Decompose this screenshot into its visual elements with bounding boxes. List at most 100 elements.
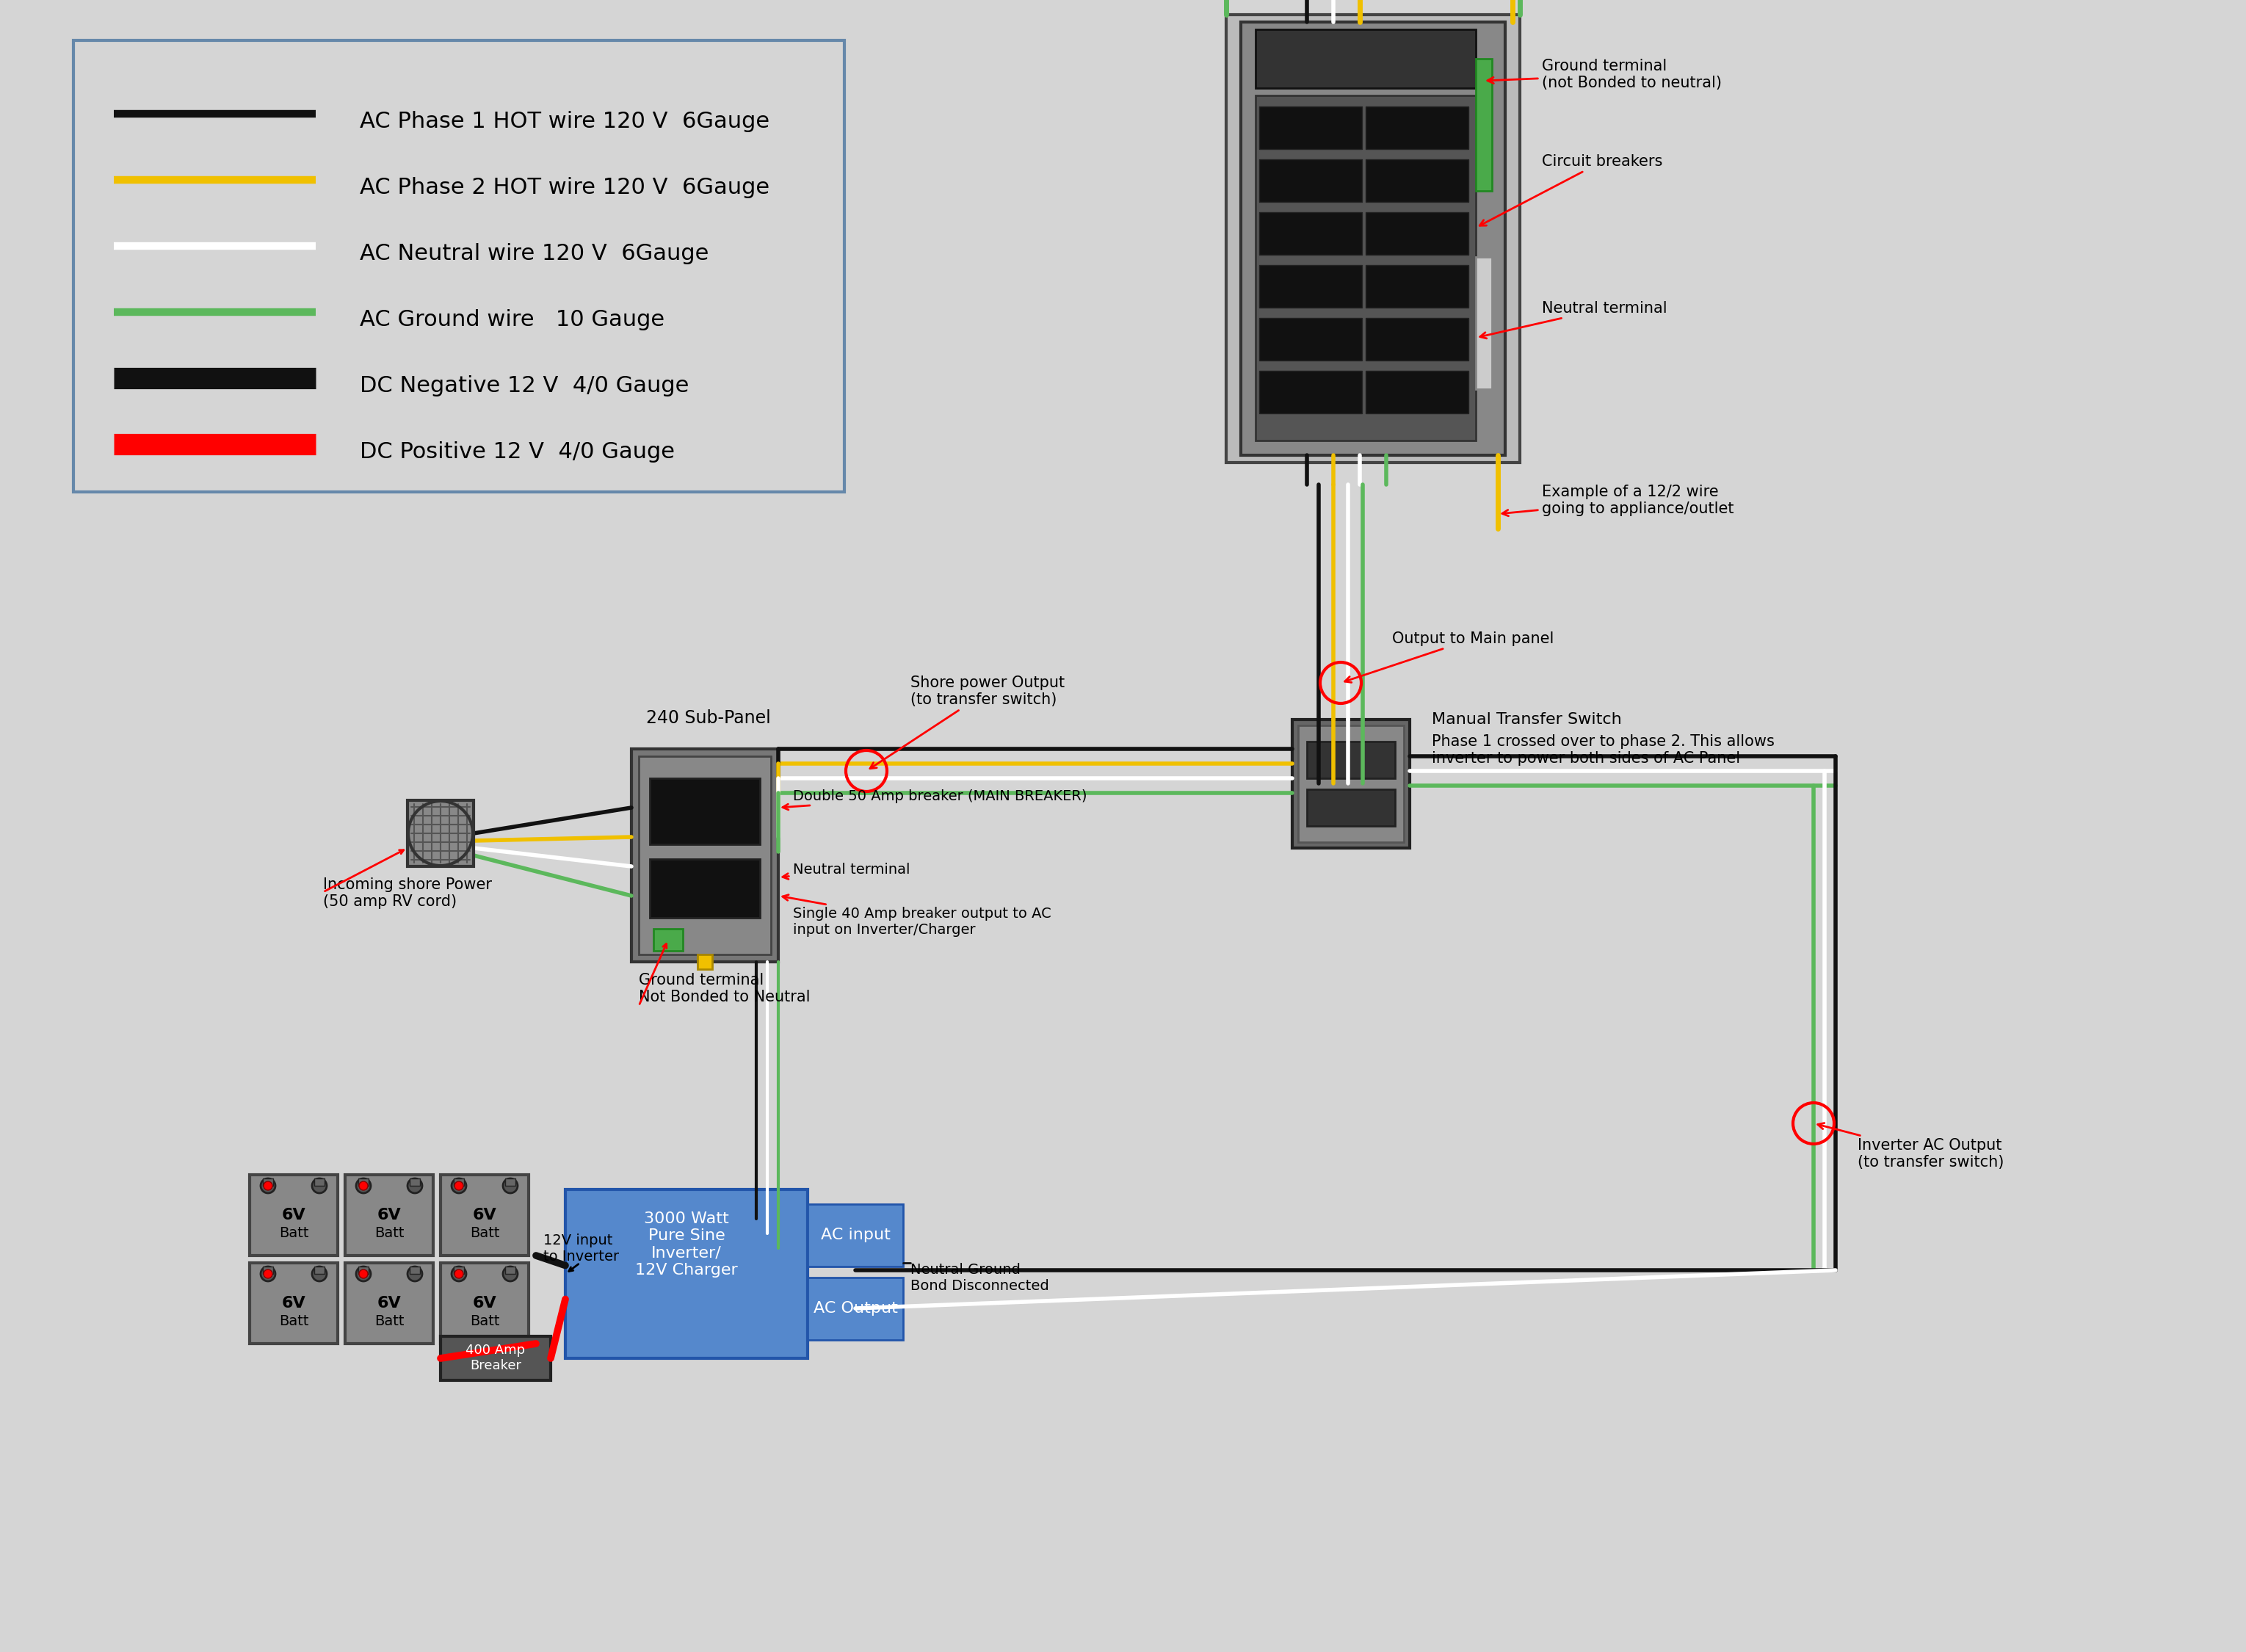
Circle shape [261,1267,276,1282]
Text: Inverter AC Output
(to transfer switch): Inverter AC Output (to transfer switch) [1817,1123,2003,1170]
Bar [1260,159,1361,202]
Bar [809,1204,903,1267]
Text: 6V: 6V [472,1208,496,1222]
Circle shape [503,1178,517,1193]
Bar [440,1336,550,1381]
Bar [649,859,759,919]
Bar [566,1189,809,1358]
Text: Phase 1 crossed over to phase 2. This allows
inverter to power both sides of AC : Phase 1 crossed over to phase 2. This al… [1431,733,1774,767]
Bar [74,40,844,492]
Bar [407,800,474,866]
Bar [454,1178,465,1186]
Bar [1366,211,1469,254]
Bar [1366,159,1469,202]
Text: DC Positive 12 V  4/0 Gauge: DC Positive 12 V 4/0 Gauge [359,441,674,463]
Bar [440,1175,528,1256]
Bar [1291,720,1410,847]
Text: AC Neutral wire 120 V  6Gauge: AC Neutral wire 120 V 6Gauge [359,243,710,264]
Text: AC Phase 1 HOT wire 120 V  6Gauge: AC Phase 1 HOT wire 120 V 6Gauge [359,111,770,132]
Circle shape [451,1267,467,1282]
Bar [249,1175,337,1256]
Bar [631,748,779,961]
Text: AC Ground wire   10 Gauge: AC Ground wire 10 Gauge [359,309,665,330]
Text: Batt: Batt [375,1226,404,1241]
Text: Neutral Ground
Bond Disconnected: Neutral Ground Bond Disconnected [910,1262,1049,1294]
Circle shape [261,1178,276,1193]
Text: Output to Main panel: Output to Main panel [1345,631,1554,682]
Text: AC Output: AC Output [813,1302,898,1315]
Circle shape [312,1178,326,1193]
Bar [1240,21,1505,456]
Text: DC Negative 12 V  4/0 Gauge: DC Negative 12 V 4/0 Gauge [359,375,690,396]
Bar [649,778,759,844]
Bar [505,1267,514,1274]
Circle shape [357,1178,371,1193]
Bar [454,1267,465,1274]
Circle shape [312,1267,326,1282]
Bar [249,1262,337,1343]
Bar [505,1178,514,1186]
Bar [809,1277,903,1340]
Bar [638,757,770,955]
Bar [1226,15,1521,463]
Bar [1260,370,1361,413]
Circle shape [407,1178,422,1193]
Bar [1260,211,1361,254]
Circle shape [407,1267,422,1282]
Text: Batt: Batt [279,1315,308,1328]
Bar [1260,264,1361,307]
Circle shape [451,1178,467,1193]
Bar [314,1178,323,1186]
Bar [1476,258,1491,390]
Bar [1256,30,1476,88]
Text: Ground terminal
(not Bonded to neutral): Ground terminal (not Bonded to neutral) [1487,59,1723,91]
Bar [654,928,683,952]
Text: 6V: 6V [377,1208,402,1222]
Text: 6V: 6V [281,1295,305,1310]
Bar [409,1178,420,1186]
Circle shape [263,1269,272,1279]
Bar [359,1178,368,1186]
Circle shape [503,1267,517,1282]
Text: 400 Amp
Breaker: 400 Amp Breaker [465,1343,526,1373]
Text: 6V: 6V [377,1295,402,1310]
Text: Batt: Batt [469,1226,499,1241]
Text: Batt: Batt [279,1226,308,1241]
Bar [699,955,712,970]
Circle shape [263,1181,272,1189]
Text: Single 40 Amp breaker output to AC
input on Inverter/Charger: Single 40 Amp breaker output to AC input… [782,895,1051,937]
Bar [346,1262,433,1343]
Bar [346,1175,433,1256]
Text: Shore power Output
(to transfer switch): Shore power Output (to transfer switch) [869,676,1065,768]
Circle shape [359,1269,368,1279]
Bar [359,1267,368,1274]
Circle shape [454,1269,463,1279]
Circle shape [359,1181,368,1189]
Text: Double 50 Amp breaker (MAIN BREAKER): Double 50 Amp breaker (MAIN BREAKER) [782,790,1087,809]
Text: Batt: Batt [375,1315,404,1328]
Text: Ground terminal
Not Bonded to Neutral: Ground terminal Not Bonded to Neutral [638,973,811,1004]
Bar [1307,742,1395,778]
Text: Neutral terminal: Neutral terminal [782,862,910,879]
Bar [263,1178,274,1186]
Bar [1260,317,1361,360]
Text: Circuit breakers: Circuit breakers [1480,154,1662,226]
Bar [263,1267,274,1274]
Text: Batt: Batt [469,1315,499,1328]
Bar [1256,96,1476,441]
Bar [1366,106,1469,149]
Circle shape [357,1267,371,1282]
Bar [1260,106,1361,149]
Bar [1366,370,1469,413]
Text: Manual Transfer Switch: Manual Transfer Switch [1431,712,1622,727]
Bar [1476,59,1491,192]
Bar [1298,725,1404,843]
Text: Incoming shore Power
(50 amp RV cord): Incoming shore Power (50 amp RV cord) [323,877,492,909]
Bar [1307,790,1395,826]
Text: Neutral terminal: Neutral terminal [1480,301,1667,339]
Bar [1366,264,1469,307]
Text: 6V: 6V [281,1208,305,1222]
Bar [1366,317,1469,360]
Circle shape [454,1181,463,1189]
Bar [314,1267,323,1274]
